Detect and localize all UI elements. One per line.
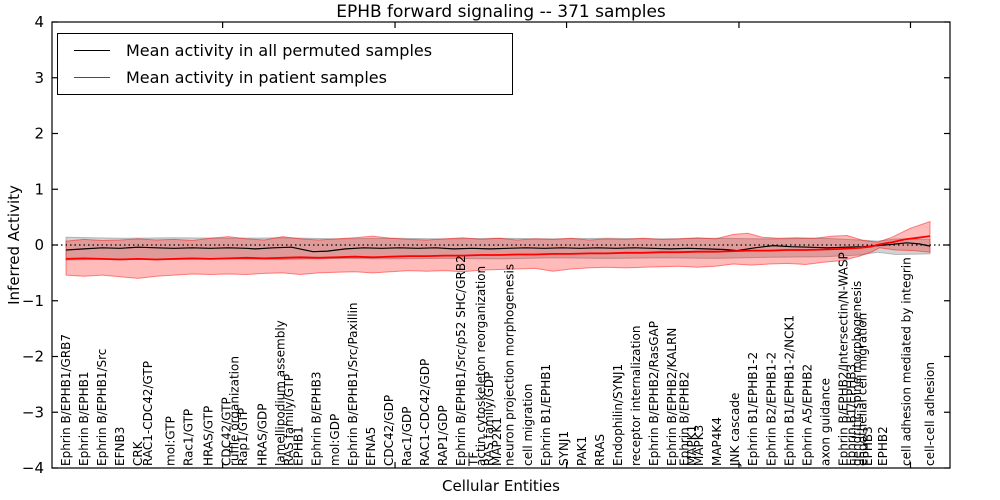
- category-label: axon guidance: [818, 378, 832, 466]
- category-label: Rap1/GTP: [236, 408, 250, 466]
- category-label: Ephrin B2/EPHB1-2: [764, 352, 778, 466]
- category-label: MAPK1: [685, 425, 699, 466]
- patient-band: [65, 220, 931, 279]
- category-label: Ephrin B/EPHB1: [77, 372, 91, 466]
- category-label: EPHB3: [861, 426, 875, 466]
- category-label: Ephrin B1/EPHB1: [539, 364, 553, 466]
- category-label: CDC42/GDP: [382, 395, 396, 466]
- category-label: EFNB3: [113, 427, 127, 466]
- category-label: MAPK3: [692, 425, 706, 466]
- category-label: Ephrin A5/EPHB2: [800, 364, 814, 466]
- category-label: endothelial cell migration: [855, 313, 869, 466]
- category-label: receptor internalization: [629, 326, 643, 466]
- category-label: cell migration: [521, 384, 535, 466]
- category-label: RAS family/GTP: [282, 374, 296, 466]
- category-label: Rac1/GTP: [182, 409, 196, 466]
- category-label: RRAS: [593, 434, 607, 466]
- y-tick-label: −1: [22, 292, 44, 310]
- y-tick-label: 4: [34, 13, 44, 31]
- category-label: dendritic spine morphogenesis: [850, 281, 864, 466]
- category-label: RAC1-CDC42/GDP: [418, 359, 432, 466]
- category-label: JNK cascade: [728, 393, 742, 467]
- category-label: Ephrin B/EPHB2/KALRN: [665, 328, 679, 466]
- y-tick-label: 1: [34, 180, 44, 198]
- y-tick-label: −4: [22, 459, 44, 477]
- permuted-mean-line: [65, 242, 931, 253]
- category-label: lamellipodium assembly: [274, 320, 288, 466]
- category-label: Ephrin B/EPHB1/Src/p52 SHC/GRB2: [454, 255, 468, 466]
- category-label: EPHB2: [876, 426, 890, 466]
- category-label: Ephrin B/EPHB2: [678, 372, 692, 466]
- category-label: neuron projection morphogenesis: [503, 264, 517, 466]
- legend-label-permuted: Mean activity in all permuted samples: [126, 41, 433, 61]
- category-label: actin cytoskeleton reorganization: [474, 266, 488, 466]
- category-label: RAS family/GDP: [482, 372, 496, 466]
- permuted-line-swatch: [74, 50, 110, 52]
- category-label: cell-cell adhesion: [923, 362, 937, 466]
- category-label: HRAS/GDP: [256, 403, 270, 466]
- category-label: PAK1: [575, 436, 589, 466]
- legend-item-permuted: Mean activity in all permuted samples: [58, 41, 512, 60]
- category-label: SYNJ1: [557, 431, 571, 466]
- category-label: RAC1-CDC42/GTP: [141, 361, 155, 466]
- category-label: Ephrin B/EPHB1/Src/Paxillin: [346, 302, 360, 466]
- y-tick-label: −3: [22, 403, 44, 421]
- legend-box: Mean activity in all permuted samples Me…: [57, 33, 513, 95]
- category-label: Ephrin B/EPHB3: [310, 372, 324, 466]
- category-label: CRK: [131, 440, 145, 466]
- legend-label-patient: Mean activity in patient samples: [126, 67, 387, 87]
- category-label: MAP4K4: [710, 417, 724, 466]
- category-label: mol:GDP: [328, 414, 342, 466]
- y-tick-label: 2: [34, 125, 44, 143]
- category-label: HRAS/GTP: [202, 406, 216, 466]
- y-tick-label: 0: [34, 236, 44, 254]
- x-axis-label: Cellular Entities: [442, 477, 560, 495]
- category-label: EPHB1: [292, 426, 306, 466]
- category-label: MAP2K1: [490, 417, 504, 466]
- category-label: RAP1/GDP: [436, 405, 450, 466]
- y-tick-label: −2: [22, 348, 44, 366]
- chart-title: EPHB forward signaling -- 371 samples: [336, 2, 666, 22]
- patient-mean-line: [65, 235, 931, 261]
- category-label: Ephrin B/EPHB2/RasGAP: [647, 321, 661, 466]
- category-label: Ephrin B/EPHB2/Intersectin/N-WASP: [836, 252, 850, 466]
- y-tick-label: 3: [34, 69, 44, 87]
- category-label: mol:GTP: [164, 416, 178, 466]
- category-label: ruffle organization: [228, 356, 242, 466]
- category-label: Ephrin B/EPHB1/Src: [95, 349, 109, 466]
- category-label: Ephrin B1/EPHB1-2: [746, 352, 760, 466]
- category-label: Ephrin B/EPHB1/GRB7: [59, 334, 73, 466]
- patient-line-swatch: [74, 76, 110, 78]
- category-label: Rac1/GDP: [400, 407, 414, 466]
- legend-item-patient: Mean activity in patient samples: [58, 68, 512, 87]
- category-label: Endophilin/SYNJ1: [611, 364, 625, 466]
- category-label: cell adhesion mediated by integrin: [900, 257, 914, 466]
- category-label: TF: [467, 452, 481, 467]
- category-label: EFNA5: [364, 427, 378, 466]
- category-label: Ephrin B1/EPHB1-2/NCK1: [782, 315, 796, 466]
- category-label: CDC42/GTP: [220, 397, 234, 466]
- category-label: Ephrin B1/EPHB3: [845, 364, 859, 466]
- y-axis-label: Inferred Activity: [5, 185, 23, 305]
